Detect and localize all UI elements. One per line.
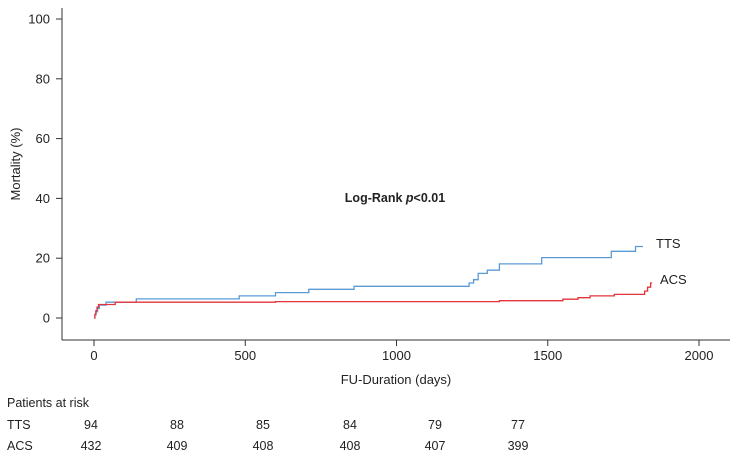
risk-cell: 94 [84,418,98,432]
x-tick-group: 0 500 1000 1500 2000 [90,340,713,363]
series-line-tts [94,245,643,319]
risk-cell: 407 [424,439,446,453]
risk-cell: 432 [80,439,102,453]
x-tick-label: 0 [90,348,97,363]
y-tick-label: 20 [36,251,50,266]
risk-cell: 409 [166,439,188,453]
annotation-p: p [405,191,414,205]
risk-table-title: Patients at risk [7,396,89,410]
x-tick-label: 2000 [685,348,714,363]
patients-at-risk-table: Patients at risk TTS 94 88 85 84 79 77 ACS 43… [0,392,737,459]
y-tick-label: 60 [36,131,50,146]
risk-cell: 408 [339,439,361,453]
series-group [94,245,653,319]
risk-cell: 85 [256,418,270,432]
x-tick-label: 1500 [533,348,562,363]
y-tick-label: 100 [28,12,50,27]
risk-cell: 88 [170,418,184,432]
x-axis-label: FU-Duration (days) [341,372,452,387]
annotation-prefix: Log-Rank [345,191,406,205]
risk-cell: 84 [343,418,357,432]
x-tick-label: 1000 [382,348,411,363]
risk-cell: 79 [428,418,442,432]
log-rank-annotation: Log-Rank p<0.01 [345,191,445,205]
y-tick-group: 0 20 40 60 80 100 [28,12,62,326]
series-line-acs [94,282,653,319]
risk-row-tts: TTS 94 88 85 84 79 77 [0,418,737,436]
risk-cell: 399 [507,439,529,453]
y-tick-label: 0 [43,311,50,326]
series-label-tts: TTS [656,236,681,251]
risk-row-label: ACS [7,439,33,453]
y-tick-label: 80 [36,71,50,86]
risk-row-acs: ACS 432 409 408 408 407 399 [0,439,737,457]
risk-cell: 77 [511,418,525,432]
y-tick-label: 40 [36,191,50,206]
annotation-suffix: <0.01 [414,191,446,205]
risk-row-label: TTS [7,418,31,432]
x-tick-label: 500 [234,348,256,363]
risk-cell: 408 [252,439,274,453]
y-axis-label: Mortality (%) [8,128,23,201]
series-label-acs: ACS [660,272,687,287]
kaplan-meier-chart: 0 20 40 60 80 100 0 500 1000 1500 2000 Mortality … [8,8,730,387]
